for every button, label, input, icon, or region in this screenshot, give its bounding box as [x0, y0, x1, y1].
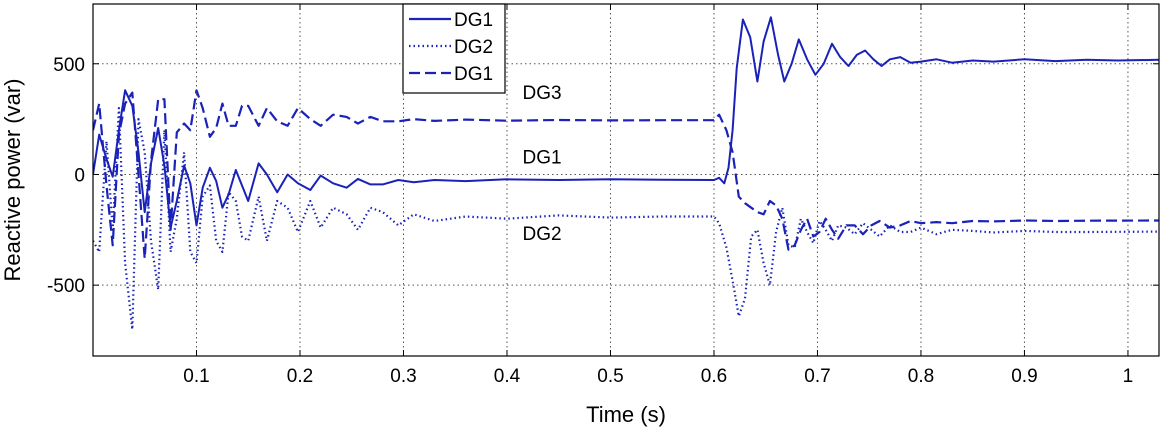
x-tick-label: 0.9 [1011, 366, 1037, 387]
x-axis-label: Time (s) [586, 402, 666, 427]
series-layer [93, 16, 1159, 331]
y-axis-label: Reactive power (var) [0, 79, 25, 282]
x-tick-label: 0.7 [804, 366, 830, 387]
series-dg3-line [93, 89, 1159, 260]
annotations: DG3 DG1 DG2 [523, 83, 562, 245]
x-tick-label: 0.8 [908, 366, 934, 387]
axis-ticks: 0.1 0.2 0.3 0.4 0.5 0.6 0.7 0.8 0.9 1 -500 0 500 [47, 4, 1159, 387]
annotation-dg1: DG1 [523, 147, 562, 168]
x-tick-label: 0.5 [597, 366, 623, 387]
x-tick-label: 0.1 [183, 366, 209, 387]
annotation-dg3: DG3 [523, 83, 562, 104]
plot-frame [92, 3, 1160, 357]
x-tick-label: 0.3 [390, 366, 416, 387]
legend-label: DG1 [454, 10, 493, 31]
y-tick-label: 500 [53, 55, 85, 76]
x-tick-label: 1 [1123, 366, 1134, 387]
x-tick-label: 0.4 [494, 366, 521, 387]
x-tick-label: 0.6 [701, 366, 727, 387]
series-dg1-line [93, 16, 1159, 229]
legend: DG1 DG2 DG1 [402, 3, 506, 94]
x-tick-label: 0.2 [287, 366, 313, 387]
y-tick-label: -500 [47, 276, 85, 297]
legend-label: DG1 [454, 64, 493, 85]
legend-label: DG2 [454, 37, 493, 58]
y-tick-label: 0 [74, 165, 85, 186]
annotation-dg2: DG2 [523, 224, 562, 245]
